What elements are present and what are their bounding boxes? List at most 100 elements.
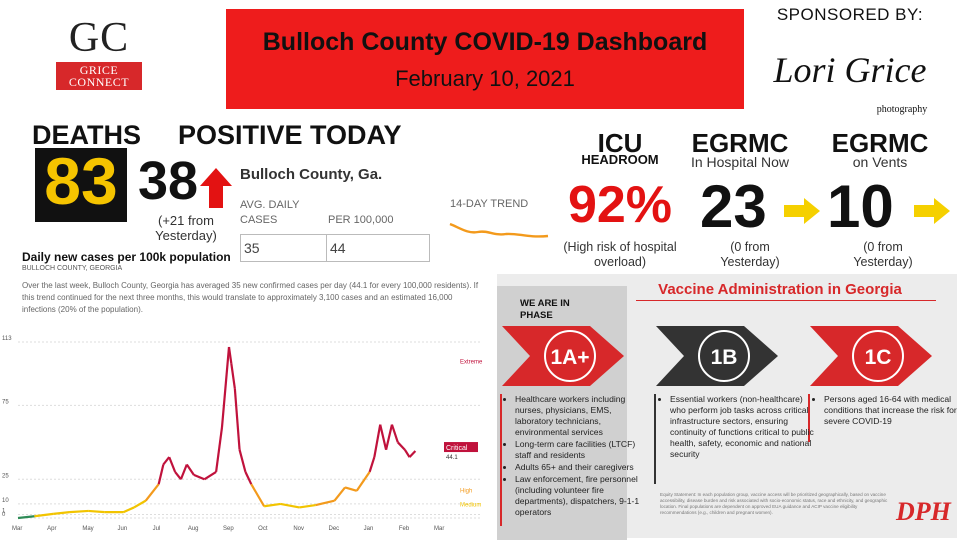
list-item: Healthcare workers including nurses, phy… [515, 394, 647, 438]
series-segment [168, 456, 177, 473]
threshold-label: Extreme [460, 360, 483, 366]
series-segment [69, 509, 89, 514]
values-box [240, 234, 430, 262]
series-segment [379, 424, 388, 450]
trend-sparkline [449, 222, 549, 238]
x-tick-label: Feb [399, 526, 410, 532]
list-item: Adults 65+ and their caregivers [515, 462, 647, 473]
egrmc-hospital-value: 23 [700, 173, 767, 240]
y-tick-label: 0 [2, 512, 6, 518]
series-segment [157, 464, 165, 485]
per-100k-value: 44 [330, 240, 346, 256]
series-segment [233, 388, 241, 450]
y-tick-label: 75 [2, 399, 9, 405]
right-arrow-icon [914, 198, 950, 224]
sponsor-logo: Lori Grice photography [773, 50, 928, 115]
list-item: Law enforcement, fire personnel (includi… [515, 474, 647, 518]
x-tick-label: Mar [434, 526, 444, 532]
egrmc-hospital-title: EGRMC [691, 128, 789, 158]
y-tick-label: 1 [2, 508, 6, 514]
series-segment [144, 483, 160, 502]
x-tick-label: Aug [188, 526, 199, 532]
icu-sub: HEADROOM [581, 152, 659, 167]
positive-value: 38 [138, 151, 199, 211]
series-segment [397, 441, 406, 451]
x-tick-label: Sep [223, 526, 234, 532]
series-segment [174, 471, 182, 480]
list-item: Persons aged 16-64 with medical conditio… [824, 394, 960, 427]
dph-logo: DPH [896, 497, 951, 526]
series-segment [315, 499, 335, 507]
egrmc-vents-title: EGRMC [831, 128, 929, 158]
series-segment [193, 473, 205, 481]
list-item: Essential workers (non-healthcare) who p… [670, 394, 820, 460]
x-tick-label: Mar [12, 526, 22, 532]
sponsor-sub: photography [877, 104, 928, 115]
series-segment [344, 486, 358, 492]
sponsor-label: SPONSORED BY: [776, 5, 924, 24]
deaths-label: DEATHS [32, 120, 142, 150]
series-segment [250, 483, 266, 507]
phase-1a-list: Healthcare workers including nurses, phy… [503, 394, 647, 519]
icu-value: 92% [567, 176, 673, 234]
icu-title: ICU [597, 128, 643, 158]
series-segment [34, 512, 54, 518]
phase-1b-bar [654, 394, 656, 484]
series-segment [264, 502, 281, 508]
deaths-box [35, 148, 127, 222]
series-segment [230, 363, 236, 389]
per-100k-label: PER 100,000 [328, 214, 394, 226]
page-title: Bulloch County COVID-19 Dashboard [262, 28, 708, 56]
series-segment [408, 450, 417, 458]
x-tick-label: Apr [47, 526, 56, 532]
phase-1c-list: Persons aged 16-64 with medical conditio… [812, 394, 960, 428]
series-segment [133, 499, 147, 509]
sponsor-name: Lori Grice [773, 50, 927, 90]
series-segment [123, 506, 135, 514]
values-divider [326, 234, 327, 262]
avg-daily-label: AVG. DAILY CASES [240, 199, 300, 226]
up-arrow-icon [200, 168, 232, 208]
avg-daily-value: 35 [244, 240, 260, 256]
x-tick-label: Nov [293, 526, 304, 532]
x-tick-label: Oct [258, 526, 268, 532]
vaccine-title: Vaccine Administration in Georgia [658, 281, 902, 298]
series-segment [238, 449, 247, 473]
phase-label: WE ARE IN PHASE [520, 298, 570, 321]
series-segment [203, 470, 217, 481]
egrmc-hospital-note: (0 from Yesterday) [720, 240, 780, 269]
egrmc-vents-sub: on Vents [852, 154, 908, 170]
series-segment [368, 456, 376, 473]
phase-1b-label: 1B [711, 346, 738, 369]
series-segment [373, 424, 382, 458]
deaths-value: 83 [44, 144, 118, 218]
series-segment [185, 463, 195, 476]
series-segment [215, 427, 224, 473]
current-badge-label: Critical [446, 445, 468, 452]
series-segment [162, 456, 171, 466]
y-tick-label: 25 [2, 473, 9, 479]
series-segment [179, 464, 188, 480]
x-tick-label: Jul [153, 526, 161, 532]
phase-1c-label: 1C [865, 346, 892, 369]
current-value: 44.1 [446, 455, 458, 461]
phase-1a-chevron: 1A+ [502, 326, 624, 386]
x-tick-label: Jan [364, 526, 374, 532]
series-segment [385, 424, 394, 450]
phase-1c-chevron: 1C [810, 326, 932, 386]
page-date: February 10, 2021 [395, 66, 575, 91]
trend-label: 14-DAY TREND [450, 198, 529, 210]
series-segment [220, 346, 231, 428]
threshold-label: High [460, 488, 472, 494]
phase-1a-label: 1A+ [550, 346, 589, 369]
chart-title: Daily new cases per 100k population [22, 250, 231, 264]
series-segment [17, 515, 35, 520]
phase-1b-list: Essential workers (non-healthcare) who p… [658, 394, 820, 461]
series-segment [280, 502, 300, 509]
y-tick-label: 113 [2, 336, 12, 342]
list-item: Long-term care facilities (LTCF) staff a… [515, 439, 647, 461]
county-title: Bulloch County, Ga. [240, 166, 383, 183]
egrmc-vents-value: 10 [827, 173, 894, 240]
phase-1b-chevron: 1B [656, 326, 778, 386]
series-segment [333, 486, 346, 502]
